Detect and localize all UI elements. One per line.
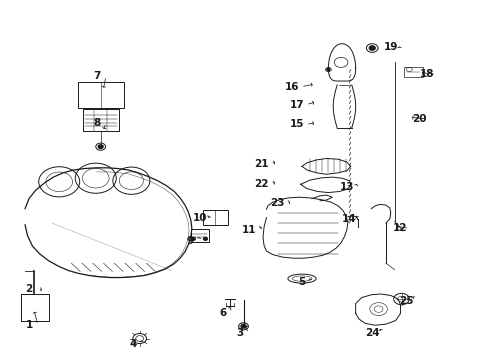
Text: 18: 18 [419, 69, 434, 79]
Circle shape [326, 68, 329, 71]
Text: 1: 1 [25, 320, 33, 330]
Text: 12: 12 [392, 224, 407, 233]
Text: 21: 21 [254, 159, 268, 169]
Text: 4: 4 [129, 339, 137, 349]
FancyBboxPatch shape [78, 82, 124, 108]
Ellipse shape [292, 276, 311, 281]
FancyBboxPatch shape [82, 109, 119, 131]
Circle shape [191, 237, 195, 240]
Circle shape [241, 324, 245, 328]
Text: 5: 5 [298, 277, 305, 287]
Circle shape [98, 145, 103, 148]
Text: 15: 15 [289, 120, 304, 129]
Text: 3: 3 [236, 328, 243, 338]
Text: 19: 19 [383, 42, 397, 52]
Text: 6: 6 [219, 308, 226, 318]
Circle shape [368, 46, 374, 50]
Text: 24: 24 [364, 328, 379, 338]
Text: 23: 23 [270, 198, 285, 208]
Text: 20: 20 [411, 114, 426, 124]
Text: 11: 11 [242, 225, 256, 235]
Text: 17: 17 [289, 100, 304, 110]
Circle shape [203, 237, 207, 240]
Text: 14: 14 [341, 215, 356, 224]
Ellipse shape [287, 274, 316, 283]
Text: 7: 7 [93, 71, 101, 81]
FancyBboxPatch shape [203, 210, 228, 225]
FancyBboxPatch shape [404, 67, 422, 77]
Text: 16: 16 [285, 82, 299, 92]
Text: 22: 22 [254, 179, 268, 189]
Text: 13: 13 [339, 182, 353, 192]
Text: 9: 9 [186, 236, 193, 246]
FancyBboxPatch shape [21, 294, 49, 320]
Text: 8: 8 [93, 118, 101, 128]
Text: 25: 25 [398, 296, 413, 306]
Text: 2: 2 [25, 284, 33, 294]
FancyBboxPatch shape [190, 229, 209, 242]
Text: 10: 10 [192, 213, 206, 222]
